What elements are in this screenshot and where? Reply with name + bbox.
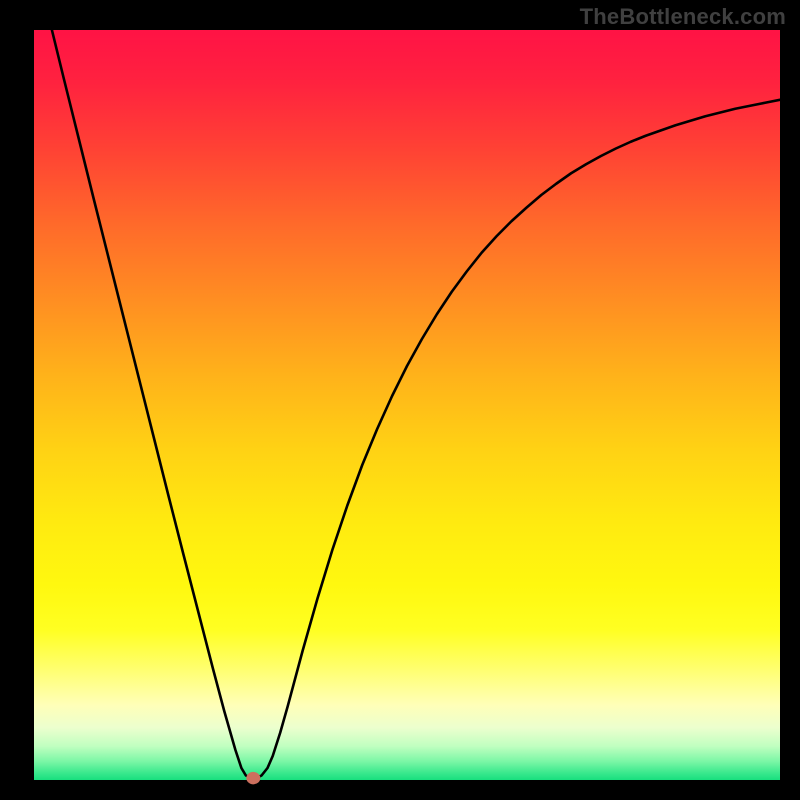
chart-container: { "attribution": { "text": "TheBottlenec…: [0, 0, 800, 800]
optimal-point-marker: [246, 772, 260, 784]
bottleneck-chart: [0, 0, 800, 800]
attribution-text: TheBottleneck.com: [580, 4, 786, 30]
